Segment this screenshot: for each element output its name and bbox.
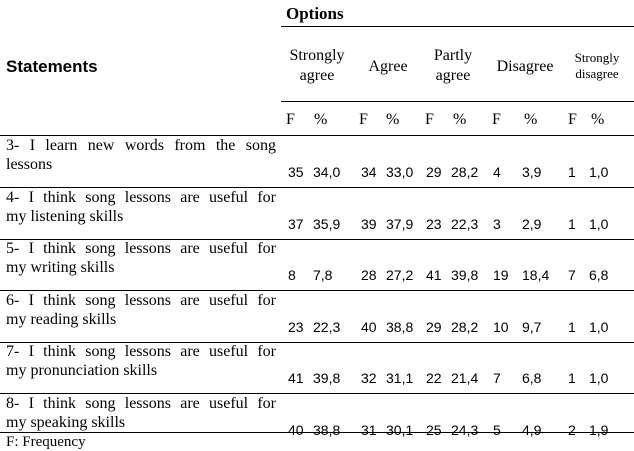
statement-text: 3- I learn new words from the song lesson… <box>6 137 276 173</box>
percent-cell: 1,0 <box>589 318 609 335</box>
percent-cell: 1,9 <box>589 421 609 438</box>
percent-cell: 22,3 <box>313 318 341 335</box>
frequency-cell: 1 <box>568 318 576 335</box>
percent-cell: 33,0 <box>386 164 414 180</box>
frequency-cell: 4 <box>493 164 501 180</box>
frequency-cell: 22 <box>426 370 442 386</box>
header-bottom-rule <box>0 135 634 136</box>
sub-pct-2: % <box>386 111 400 128</box>
frequency-cell: 23 <box>426 215 442 232</box>
frequency-cell: 7 <box>568 267 576 283</box>
sub-pct-1: % <box>314 111 328 128</box>
percent-cell: 38,8 <box>386 318 414 335</box>
row-divider <box>0 187 634 188</box>
percent-cell: 30,1 <box>386 421 414 438</box>
frequency-cell: 34 <box>361 164 377 180</box>
option-disagree: Disagree <box>496 58 554 75</box>
frequency-cell: 8 <box>288 267 296 283</box>
option-strongly-disagree: Strongly disagree <box>574 50 620 81</box>
frequency-cell: 1 <box>568 164 576 180</box>
percent-cell: 35,9 <box>313 215 341 232</box>
row-divider <box>0 393 634 394</box>
percent-cell: 3,9 <box>522 164 542 180</box>
frequency-cell: 37 <box>288 215 304 232</box>
percent-cell: 34,0 <box>313 164 341 180</box>
options-rule <box>281 26 634 27</box>
percent-cell: 1,0 <box>589 215 609 232</box>
percent-cell: 9,7 <box>522 318 542 335</box>
percent-cell: 31,1 <box>386 370 414 386</box>
option-partly-agree: Partly agree <box>433 47 473 84</box>
frequency-cell: 31 <box>361 421 377 438</box>
percent-cell: 39,8 <box>451 267 479 283</box>
percent-cell: 6,8 <box>522 370 542 386</box>
frequency-cell: 10 <box>493 318 509 335</box>
row-divider <box>0 341 634 343</box>
frequency-cell: 41 <box>426 267 442 283</box>
percent-cell: 6,8 <box>589 267 609 283</box>
percent-cell: 37,9 <box>386 215 414 232</box>
percent-cell: 2,9 <box>522 215 542 232</box>
frequency-cell: 35 <box>288 164 304 180</box>
percent-cell: 24,3 <box>451 421 479 438</box>
percent-cell: 28,2 <box>451 164 479 180</box>
percent-cell: 28,2 <box>451 318 479 335</box>
percent-cell: 22,3 <box>451 215 479 232</box>
statement-text: 8- I think song lessons are useful for my… <box>6 394 276 431</box>
row-divider <box>0 290 634 291</box>
frequency-cell: 25 <box>426 421 442 438</box>
frequency-cell: 40 <box>288 421 304 438</box>
table-bottom-rule <box>0 432 634 433</box>
frequency-cell: 40 <box>361 318 377 335</box>
frequency-cell: 28 <box>361 267 377 283</box>
sub-f-5: F <box>568 111 577 128</box>
option-agree: Agree <box>368 58 408 75</box>
percent-cell: 18,4 <box>522 267 550 283</box>
frequency-cell: 39 <box>361 215 377 232</box>
percent-cell: 21,4 <box>451 370 479 386</box>
percent-cell: 1,0 <box>589 164 609 180</box>
sub-pct-5: % <box>591 111 605 128</box>
frequency-cell: 2 <box>568 421 576 438</box>
frequency-cell: 5 <box>493 421 501 438</box>
statement-text: 7- I think song lessons are useful for my… <box>6 343 276 379</box>
sub-f-4: F <box>492 111 501 128</box>
frequency-cell: 1 <box>568 215 576 232</box>
header-divider <box>281 101 634 102</box>
frequency-cell: 23 <box>288 318 304 335</box>
footnote: F: Frequency <box>6 434 86 450</box>
options-header: Options <box>286 4 344 23</box>
statements-header: Statements <box>6 57 98 76</box>
percent-cell: 1,0 <box>589 370 609 386</box>
statement-text: 4- I think song lessons are useful for my… <box>6 188 276 225</box>
frequency-cell: 19 <box>493 267 509 283</box>
option-strongly-agree: Strongly agree <box>289 47 345 84</box>
frequency-cell: 1 <box>568 370 576 386</box>
sub-f-2: F <box>359 111 368 128</box>
percent-cell: 7,8 <box>313 267 333 283</box>
sub-f-3: F <box>425 111 434 128</box>
frequency-cell: 32 <box>361 370 377 386</box>
percent-cell: 4,9 <box>522 421 542 438</box>
statement-text: 6- I think song lessons are useful for my… <box>6 291 276 328</box>
frequency-cell: 7 <box>493 370 501 386</box>
frequency-cell: 41 <box>288 370 304 386</box>
frequency-cell: 3 <box>493 215 501 232</box>
sub-f-1: F <box>286 111 295 128</box>
sub-pct-3: % <box>453 111 467 128</box>
percent-cell: 27,2 <box>386 267 414 283</box>
statement-text: 5- I think song lessons are useful for my… <box>6 240 276 276</box>
row-divider <box>0 238 634 240</box>
frequency-cell: 29 <box>426 164 442 180</box>
percent-cell: 39,8 <box>313 370 341 386</box>
percent-cell: 38,8 <box>313 421 341 438</box>
frequency-cell: 29 <box>426 318 442 335</box>
sub-pct-4: % <box>524 111 538 128</box>
